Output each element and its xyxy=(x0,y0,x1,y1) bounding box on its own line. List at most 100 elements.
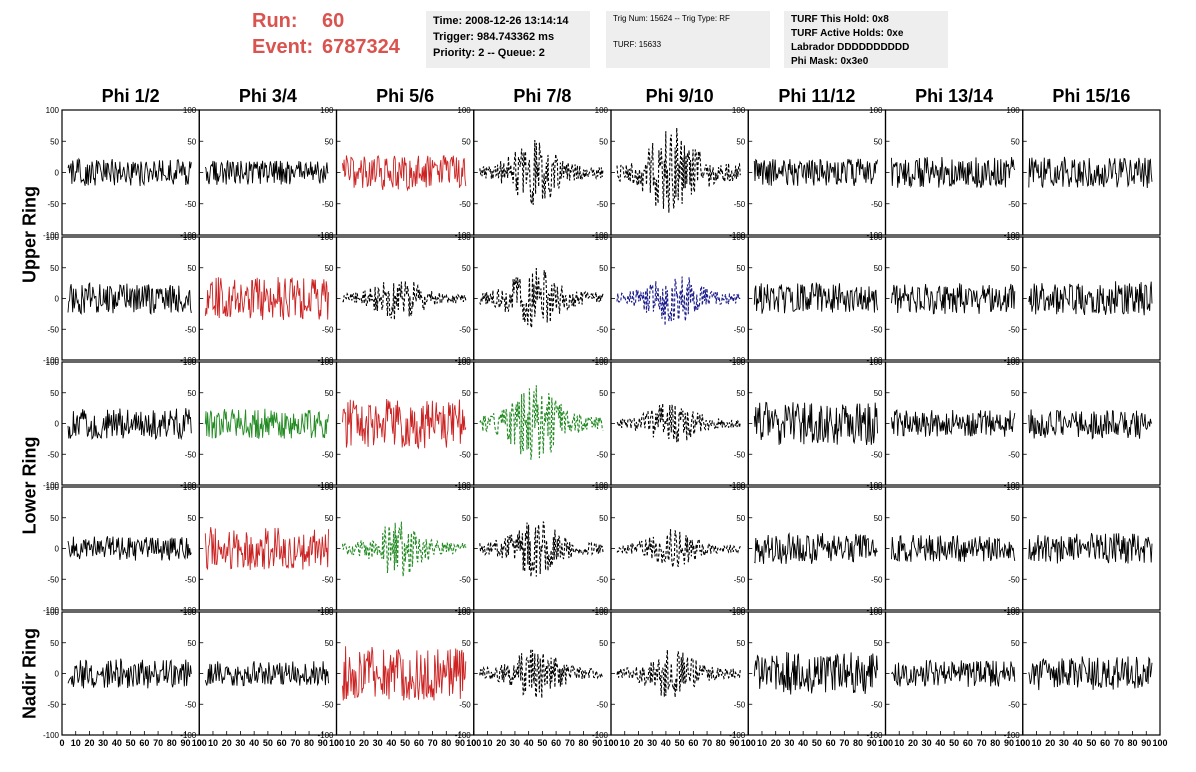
y-tick-label: -50 xyxy=(734,700,746,709)
x-tick-label: 20 xyxy=(496,738,506,748)
y-tick-label: 50 xyxy=(50,514,59,523)
y-tick-label: 100 xyxy=(320,106,334,115)
waveform-panel: -100 -50 50 100 xyxy=(317,106,475,240)
y-tick-label: 50 xyxy=(50,389,59,398)
waveform-trace xyxy=(479,267,604,330)
waveform-trace xyxy=(342,281,467,320)
x-tick-label: 60 xyxy=(826,738,836,748)
waveform-panel: -100 -50 50 100 xyxy=(1004,483,1161,615)
y-tick-label: -100 xyxy=(43,481,60,490)
y-tick-label: 100 xyxy=(457,483,471,492)
x-tick-label: 90 xyxy=(181,738,191,748)
x-tick-label: 0 xyxy=(59,738,64,748)
y-tick-label: 100 xyxy=(732,483,746,492)
y-tick-label: 100 xyxy=(1006,483,1020,492)
x-tick-label: 70 xyxy=(428,738,438,748)
waveform-panel: -100 -50 50 100 xyxy=(866,106,1024,240)
y-tick-label: 100 xyxy=(46,106,60,115)
waveform-trace xyxy=(342,398,467,450)
x-tick-label: 100 xyxy=(603,738,618,748)
turf-active-line: TURF Active Holds: 0xe xyxy=(791,28,904,39)
y-tick-label: 100 xyxy=(732,608,746,617)
phi-label: Phi 5/6 xyxy=(376,86,435,106)
y-tick-label: 100 xyxy=(1006,358,1020,367)
x-tick-label: 0 xyxy=(471,738,476,748)
y-tick-label: -100 xyxy=(866,231,883,240)
x-tick-label: 0 xyxy=(883,738,888,748)
y-tick-label: -50 xyxy=(322,575,334,584)
waveform-trace xyxy=(204,661,329,687)
x-tick-label: 90 xyxy=(1141,738,1151,748)
waveform-trace xyxy=(1028,656,1153,691)
x-tick-label: 0 xyxy=(1020,738,1025,748)
y-tick-label: 100 xyxy=(183,358,197,367)
y-tick-label: -100 xyxy=(317,606,334,615)
x-tick-label: 100 xyxy=(466,738,481,748)
x-tick-label: 40 xyxy=(798,738,808,748)
y-tick-label: -50 xyxy=(596,200,608,209)
y-tick-label: 100 xyxy=(595,106,609,115)
panel-frame xyxy=(473,486,612,611)
x-tick-label: 40 xyxy=(386,738,396,748)
phi-label: Phi 3/4 xyxy=(238,86,297,106)
waveform-panel: -100 -50 50 100 xyxy=(317,483,475,615)
x-tick-label: 90 xyxy=(1004,738,1014,748)
y-tick-label: -50 xyxy=(185,200,197,209)
waveform-panel: -100 -50 50 100 xyxy=(592,233,749,365)
panel-frame xyxy=(61,361,200,486)
phi-label: Phi 11/12 xyxy=(778,86,856,106)
waveform-trace xyxy=(753,281,878,314)
y-tick-label: -100 xyxy=(729,606,746,615)
x-tick-label: 60 xyxy=(414,738,424,748)
x-tick-label: 80 xyxy=(1128,738,1138,748)
y-tick-label: -100 xyxy=(455,606,472,615)
y-tick-label: -100 xyxy=(592,231,609,240)
y-tick-label: 100 xyxy=(183,483,197,492)
x-tick-label: 70 xyxy=(702,738,712,748)
waveform-trace xyxy=(479,648,604,699)
x-tick-label: 30 xyxy=(510,738,520,748)
y-tick-label: -50 xyxy=(871,575,883,584)
waveform-panel: -100 -50 50 100 xyxy=(180,483,338,615)
x-tick-label: 20 xyxy=(908,738,918,748)
x-tick-label: 30 xyxy=(98,738,108,748)
y-tick-label: -100 xyxy=(43,231,60,240)
waveform-trace xyxy=(341,521,467,577)
y-tick-label: -100 xyxy=(1004,606,1021,615)
turf-info-box: TURF This Hold: 0x8 TURF Active Holds: 0… xyxy=(784,11,948,68)
waveform-trace xyxy=(204,527,329,571)
x-tick-label: 70 xyxy=(839,738,849,748)
x-tick-label: 60 xyxy=(551,738,561,748)
y-tick-label: 50 xyxy=(1011,137,1020,146)
x-tick-label: 10 xyxy=(482,738,492,748)
y-tick-label: 100 xyxy=(457,608,471,617)
y-tick-label: -100 xyxy=(592,356,609,365)
y-tick-label: 50 xyxy=(50,639,59,648)
x-tick-label: 10 xyxy=(208,738,218,748)
y-tick-label: -50 xyxy=(47,700,59,709)
x-tick-label: 30 xyxy=(373,738,383,748)
y-tick-label: 100 xyxy=(869,358,883,367)
y-tick-label: 100 xyxy=(457,106,471,115)
x-tick-label: 40 xyxy=(935,738,945,748)
waveform-trace xyxy=(616,403,741,443)
y-tick-label: -50 xyxy=(1008,200,1020,209)
waveform-trace xyxy=(891,156,1016,189)
x-tick-label: 80 xyxy=(716,738,726,748)
x-tick-label: 90 xyxy=(730,738,740,748)
y-tick-label: 100 xyxy=(46,608,60,617)
y-tick-label: -50 xyxy=(1008,575,1020,584)
x-tick-label: 80 xyxy=(853,738,863,748)
x-tick-label: 40 xyxy=(112,738,122,748)
waveform-panel: -100 -50 50 100 xyxy=(317,358,475,490)
event-label: Event: xyxy=(252,36,314,58)
y-tick-label: 100 xyxy=(457,233,471,242)
y-tick-label: -100 xyxy=(317,481,334,490)
x-tick-label: 20 xyxy=(222,738,232,748)
y-tick-label: 50 xyxy=(325,639,334,648)
waveform-trace xyxy=(342,155,467,192)
y-tick-label: -50 xyxy=(185,325,197,334)
y-tick-label: -50 xyxy=(47,450,59,459)
y-tick-label: 50 xyxy=(1011,514,1020,523)
y-tick-label: -100 xyxy=(866,606,883,615)
